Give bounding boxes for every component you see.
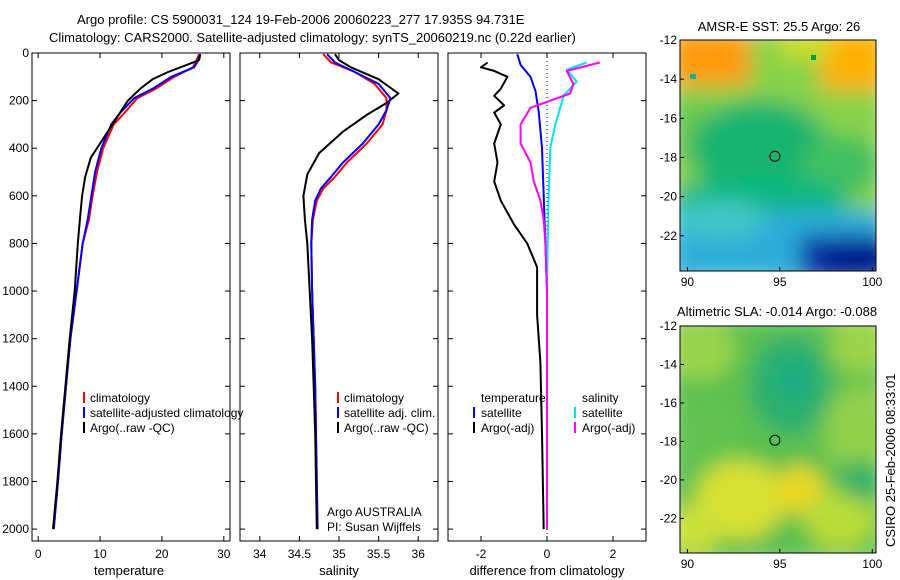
x-tick-label: -2 (476, 547, 487, 561)
x-tick-label: 0 (35, 547, 42, 561)
sla-argo-location-marker (769, 434, 781, 446)
salinity-xlabel: salinity (319, 563, 359, 578)
legend-label-temp-argo: Argo(-adj) (481, 421, 534, 435)
legend-heading-temperature: temperature (481, 391, 546, 405)
difference-xlabel: difference from climatology (469, 563, 625, 578)
sla-heatmap (680, 326, 876, 553)
temperature-series (52, 53, 202, 530)
y-tick-label: -20 (660, 190, 678, 204)
y-tick-label: 1400 (2, 379, 29, 393)
x-tick-label: 10 (93, 547, 107, 561)
annotation-program: Argo AUSTRALIA (327, 505, 422, 519)
series-line-salinity-argo-adj (519, 61, 601, 530)
y-tick-label: 1600 (2, 427, 29, 441)
series-line-salinity-satellite (546, 61, 587, 530)
sst-argo-location-marker (769, 150, 781, 162)
legend-label-argo: Argo(..raw -QC) (344, 421, 429, 435)
y-tick-label: -18 (660, 150, 678, 164)
annotation-pi: PI: Susan Wijffels (327, 520, 421, 534)
legend-heading-salinity: salinity (582, 391, 619, 405)
temperature-xlabel: temperature (94, 563, 164, 578)
legend-label-argo: Argo(..raw -QC) (90, 421, 175, 435)
y-tick-label: -22 (660, 229, 678, 243)
legend-label-sal-satellite: satellite (582, 406, 623, 420)
y-tick-label: -20 (660, 473, 678, 487)
x-tick-label: 100 (862, 275, 882, 289)
y-tick-label: -14 (660, 357, 678, 371)
legend-label-climatology: climatology (90, 391, 150, 405)
y-tick-label: -22 (660, 511, 678, 525)
y-tick-label: -12 (660, 33, 678, 47)
x-tick-label: 35.5 (367, 547, 391, 561)
y-tick-label: 2000 (2, 522, 29, 536)
salinity-legend: climatology satellite adj. clim. Argo(..… (327, 391, 435, 534)
temperature-plot-area (31, 52, 231, 542)
x-tick-label: 34.5 (288, 547, 312, 561)
y-tick-label: -14 (660, 72, 678, 86)
x-tick-label: 34 (253, 547, 267, 561)
x-tick-label: 95 (773, 275, 787, 289)
y-tick-label: 600 (9, 189, 29, 203)
y-tick-label: -18 (660, 434, 678, 448)
legend-label-sal-argo: Argo(-adj) (582, 421, 635, 435)
y-tick-label: 400 (9, 141, 29, 155)
x-tick-label: 20 (155, 547, 169, 561)
difference-legend: temperature satellite Argo(-adj) salinit… (473, 391, 635, 435)
y-tick-label: 800 (9, 236, 29, 250)
sla-map-ticks: 90 95 100 -12 -14 -16 -18 -20 -22 (660, 319, 883, 571)
header-line-2: Climatology: CARS2000. Satellite-adjuste… (49, 30, 576, 45)
sst-map-title: AMSR-E SST: 25.5 Argo: 26 (698, 19, 861, 34)
temperature-legend: climatology satellite-adjusted climatolo… (83, 391, 243, 435)
x-tick-label: 35 (332, 547, 346, 561)
sst-map-frame (679, 39, 877, 272)
salinity-series (302, 53, 400, 530)
x-tick-label: 30 (217, 547, 231, 561)
timestamp-side-label: CSIRO 25-Feb-2006 08:33:01 (883, 374, 898, 547)
legend-label-satellite: satellite-adjusted climatology (90, 406, 243, 420)
y-tick-label: -12 (660, 319, 678, 333)
header-line-1: Argo profile: CS 5900031_124 19-Feb-2006… (77, 12, 525, 27)
legend-label-temp-satellite: satellite (481, 406, 522, 420)
sst-heatmap (680, 40, 876, 271)
x-tick-label: 100 (862, 557, 882, 571)
salinity-axis-ticks: 34 34.5 35 35.5 36 (240, 52, 438, 561)
x-tick-label: 36 (412, 547, 426, 561)
x-tick-label: 2 (610, 547, 617, 561)
sla-map-title: Altimetric SLA: -0.014 Argo: -0.088 (677, 304, 877, 319)
y-tick-label: 1200 (2, 332, 29, 346)
difference-series (480, 53, 601, 530)
y-tick-label: 1800 (2, 474, 29, 488)
sla-map-frame (679, 325, 877, 554)
x-tick-label: 90 (681, 275, 695, 289)
legend-label-satellite: satellite adj. clim. (344, 406, 435, 420)
y-tick-label: -16 (660, 111, 678, 125)
temperature-axis-ticks: 0 10 20 30 0 200 400 600 800 1000 1200 1400 1600 1800… (2, 46, 231, 561)
x-tick-label: 90 (681, 557, 695, 571)
series-line-argo-raw-qc (52, 54, 202, 530)
sst-map-ticks: 90 95 100 -12 -14 -16 -18 -20 -22 (660, 33, 883, 289)
y-tick-label: 1000 (2, 284, 29, 298)
y-tick-label: -16 (660, 396, 678, 410)
y-tick-label: 200 (9, 94, 29, 108)
legend-label-climatology: climatology (344, 391, 404, 405)
series-line-temperature-argo-adj (480, 61, 545, 530)
series-line-satellite-adj-clim (310, 53, 392, 530)
difference-axis-ticks: -2 0 2 (448, 52, 646, 561)
series-line-argo-raw-qc (302, 53, 400, 530)
salinity-plot-area (239, 52, 439, 542)
y-tick-label: 0 (22, 46, 29, 60)
x-tick-label: 0 (544, 547, 551, 561)
x-tick-label: 95 (773, 557, 787, 571)
